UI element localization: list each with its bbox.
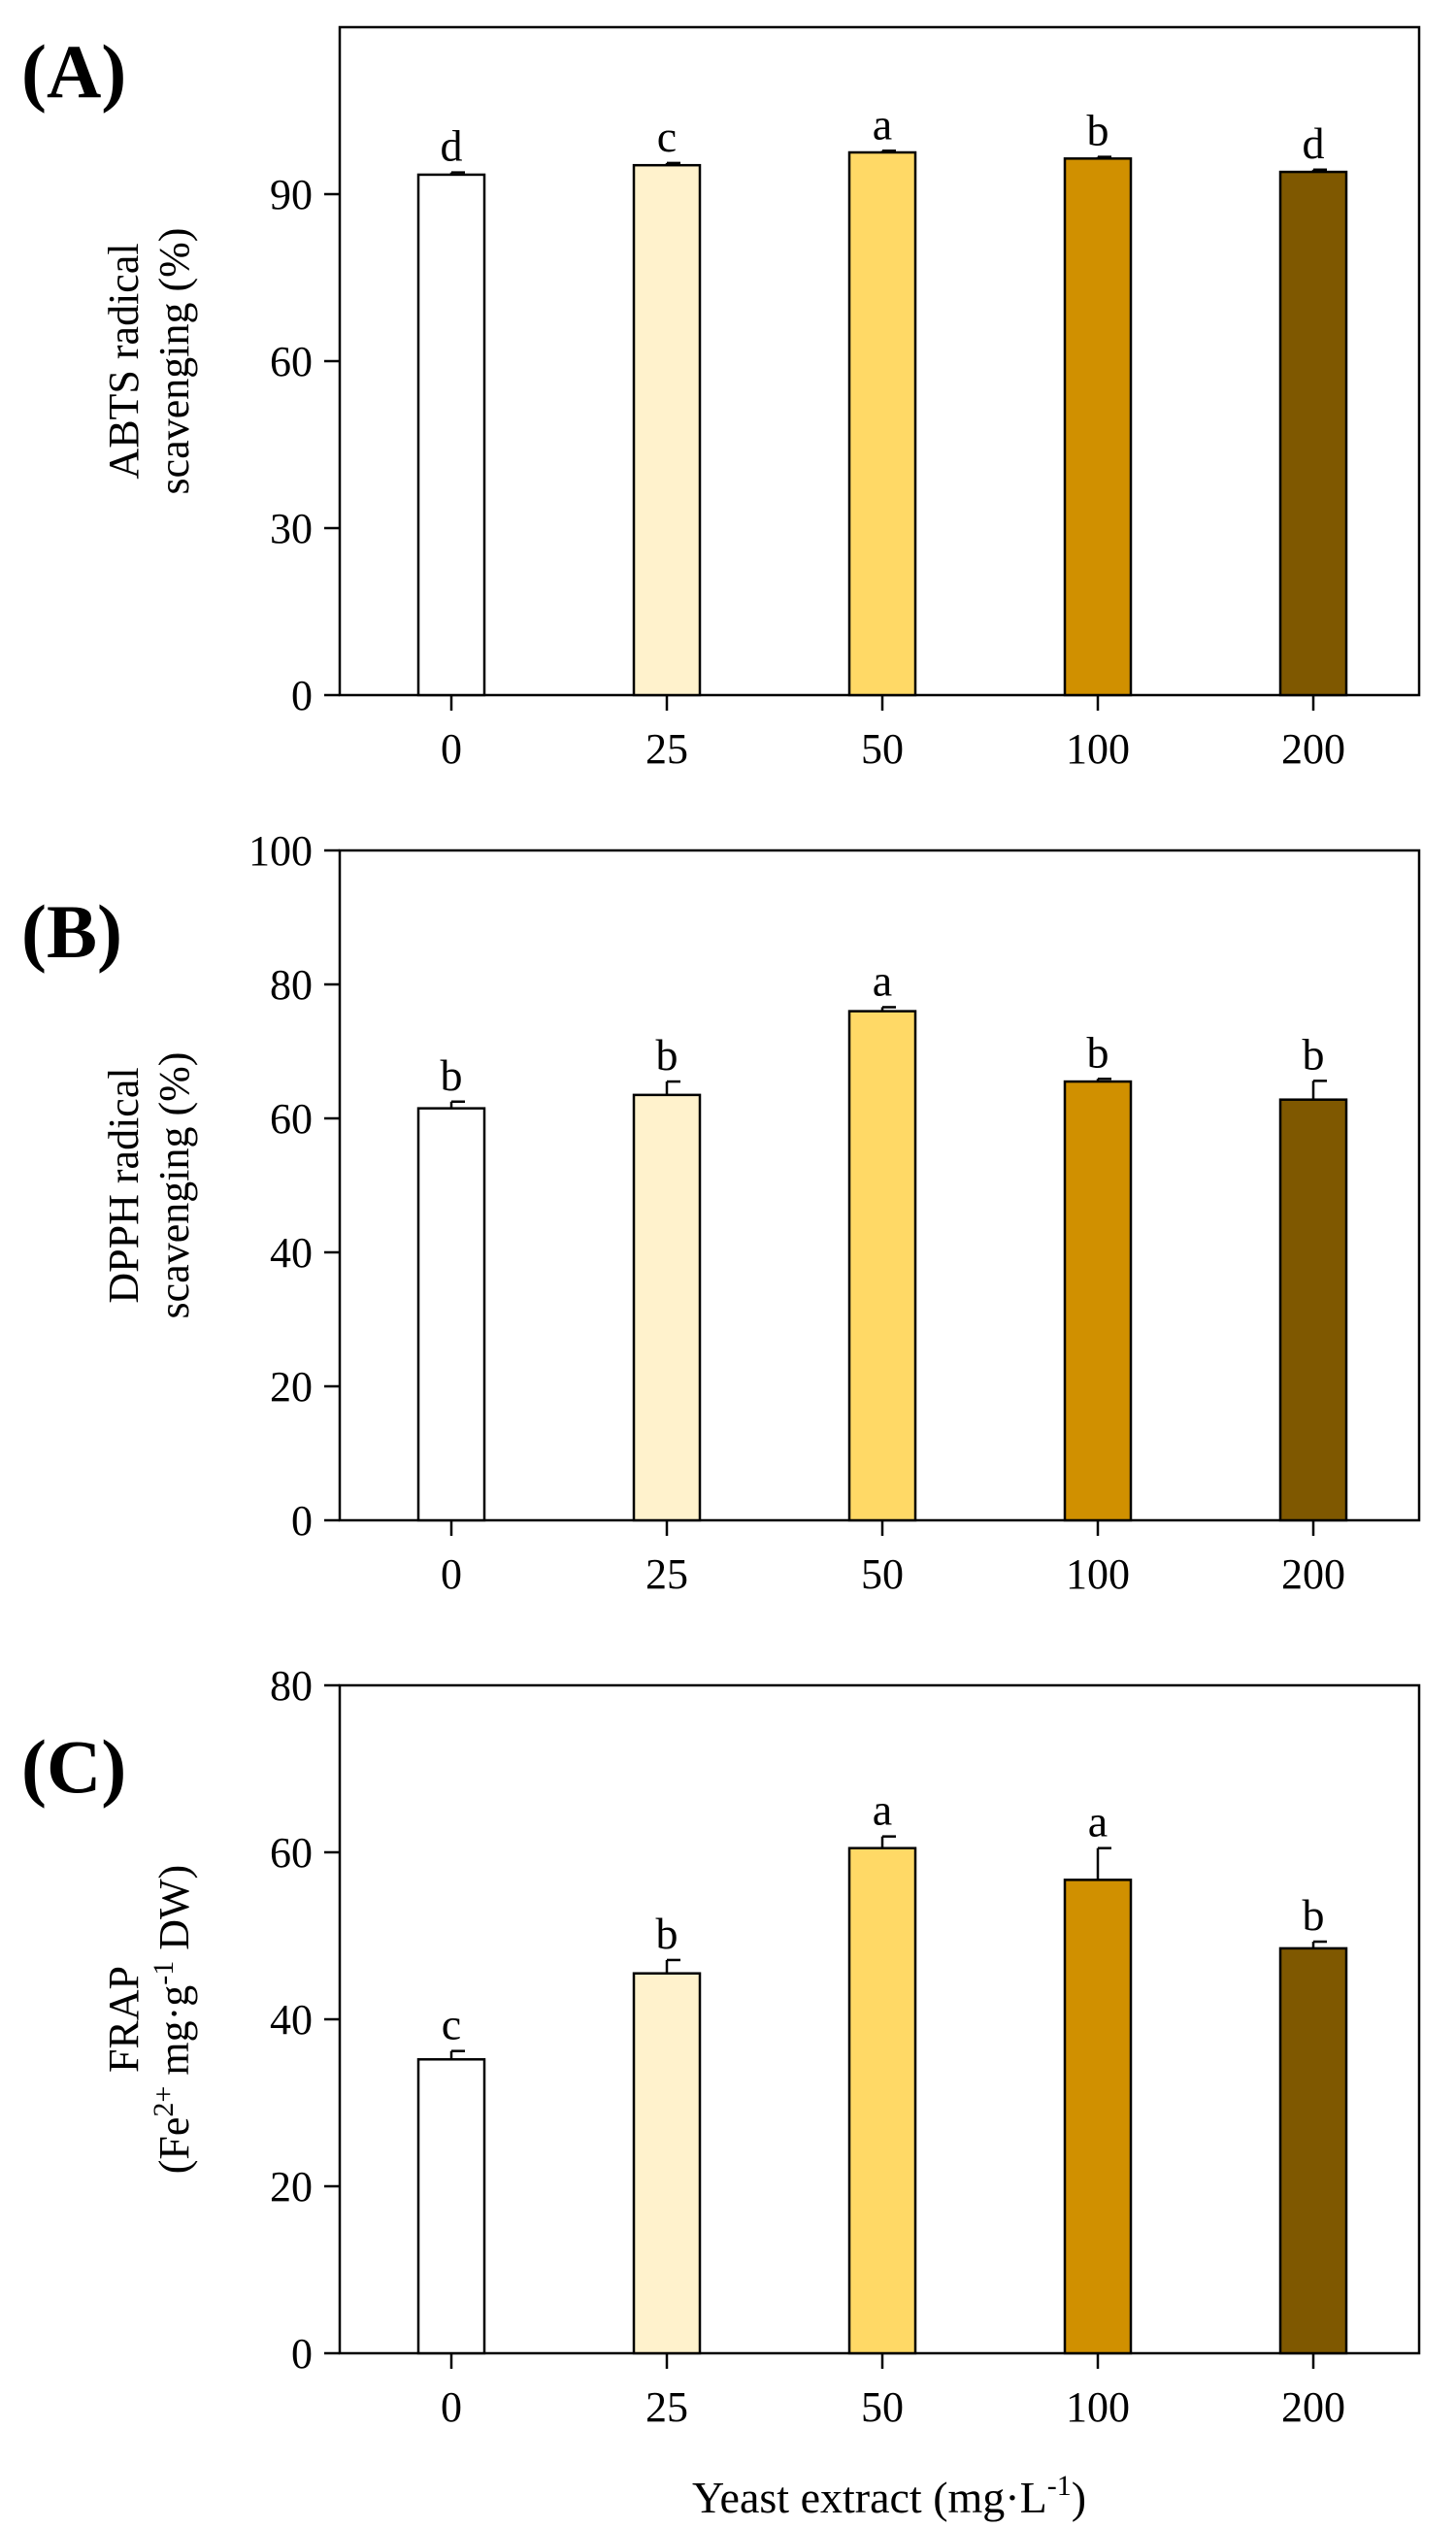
significance-letter: c	[657, 112, 677, 161]
y-axis-label: FRAP(Fe2+ mg·g-1 DW)	[100, 1865, 198, 2174]
y-tick-label: 100	[248, 827, 313, 875]
x-tick-label: 200	[1281, 1550, 1345, 1598]
y-axis-label: DPPH radicalscavenging (%)	[100, 1052, 198, 1319]
significance-letter: b	[656, 1909, 678, 1958]
panel-label: (B)	[21, 889, 122, 974]
panel-b: (B) 0 20 40 60 80 100 DPPH radicalscavenging (%…	[21, 827, 1421, 1598]
y-tick-label: 40	[270, 1229, 313, 1277]
significance-letter: b	[441, 1050, 463, 1100]
x-tick-label: 100	[1066, 2383, 1130, 2431]
y-tick-label: 0	[291, 672, 313, 719]
bar	[1063, 157, 1133, 697]
x-tick-label: 50	[861, 2383, 904, 2431]
x-tick-label: 50	[861, 725, 904, 773]
y-tick-label: 80	[270, 961, 313, 1009]
panel-label: (A)	[21, 29, 126, 114]
bar	[632, 163, 702, 697]
y-axis-label: ABTS radicalscavenging (%)	[100, 228, 198, 495]
bar	[1278, 1946, 1348, 2355]
significance-letter: b	[1087, 1027, 1109, 1077]
x-tick-label: 0	[441, 725, 462, 773]
bar	[1063, 1879, 1133, 2355]
y-tick-label: 20	[270, 2163, 313, 2211]
significance-letter: b	[1303, 1029, 1325, 1079]
x-tick-label: 25	[645, 725, 688, 773]
bar	[632, 1093, 702, 1522]
x-axis-label: Yeast extract (mg·L-1)	[692, 2470, 1086, 2522]
y-tick-label: 20	[270, 1363, 313, 1411]
y-tick-label: 0	[291, 1497, 313, 1545]
significance-letter: d	[1303, 118, 1325, 168]
y-tick-label: 60	[270, 1095, 313, 1143]
x-tick-label: 100	[1066, 1550, 1130, 1598]
panel-c: (C) 0 20 40 60 80 FRAP(Fe2+ mg·g-1 DW) c 0 b 25 a 50…	[21, 1662, 1421, 2431]
bar	[416, 1107, 486, 1522]
bar	[632, 1972, 702, 2355]
significance-letter: a	[873, 1785, 892, 1835]
x-tick-label: 100	[1066, 725, 1130, 773]
significance-letter: b	[1303, 1890, 1325, 1940]
significance-letter: a	[873, 99, 892, 149]
y-tick-label: 0	[291, 2330, 313, 2378]
significance-letter: c	[442, 2000, 461, 2049]
significance-letter: b	[656, 1030, 678, 1080]
x-tick-label: 25	[645, 1550, 688, 1598]
x-tick-label: 0	[441, 2383, 462, 2431]
significance-letter: a	[873, 955, 892, 1005]
bar	[416, 2058, 486, 2355]
bar	[847, 1010, 917, 1522]
bar	[1278, 1098, 1348, 1522]
significance-letter: d	[441, 121, 463, 171]
bar	[847, 150, 917, 697]
x-tick-label: 200	[1281, 2383, 1345, 2431]
y-tick-label: 90	[270, 171, 313, 218]
y-tick-label: 40	[270, 1996, 313, 2044]
significance-letter: a	[1088, 1797, 1108, 1846]
panel-label: (C)	[21, 1724, 126, 1809]
panel-a: (A) 0 30 60 90 ABTS radicalscavenging (%) d 0 c 2…	[21, 25, 1421, 773]
significance-letter: b	[1087, 106, 1109, 155]
x-tick-label: 50	[861, 1550, 904, 1598]
x-tick-label: 0	[441, 1550, 462, 1598]
x-tick-label: 25	[645, 2383, 688, 2431]
bar	[847, 1846, 917, 2355]
y-tick-label: 30	[270, 505, 313, 552]
bar	[1278, 170, 1348, 697]
bar	[416, 173, 486, 697]
x-tick-label: 200	[1281, 725, 1345, 773]
bar	[1063, 1080, 1133, 1522]
y-tick-label: 80	[270, 1662, 313, 1710]
y-tick-label: 60	[270, 1829, 313, 1877]
y-tick-label: 60	[270, 338, 313, 385]
